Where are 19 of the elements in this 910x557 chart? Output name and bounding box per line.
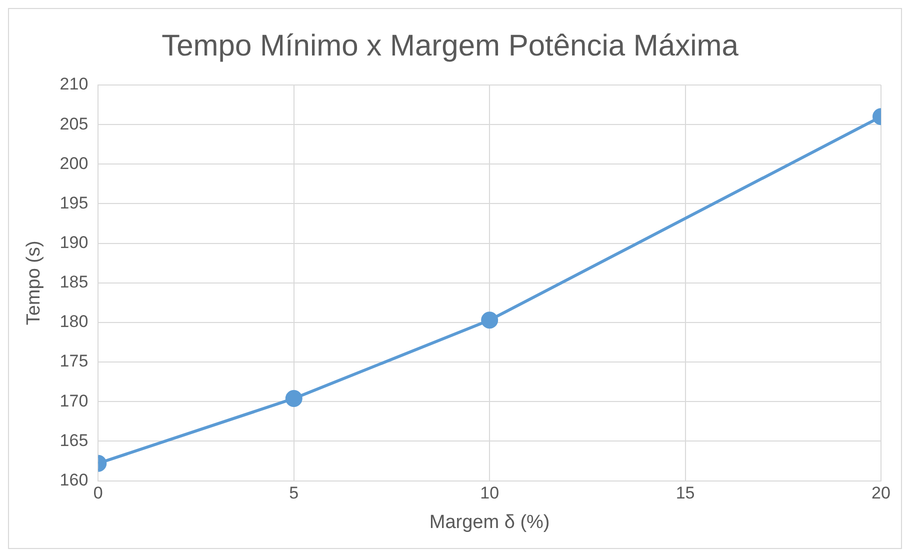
y-tick-label: 200 <box>60 154 88 173</box>
y-tick-label: 160 <box>60 470 88 490</box>
x-tick-label: 15 <box>676 484 695 503</box>
y-tick-label: 170 <box>60 391 88 410</box>
x-tick-label: 5 <box>289 484 299 503</box>
y-tick-label: 195 <box>60 193 88 212</box>
x-tick-label: 0 <box>93 484 103 503</box>
y-tick-label: 185 <box>60 272 88 292</box>
y-axis-title: Tempo (s) <box>24 240 45 326</box>
x-axis-title: Margem δ (%) <box>429 512 550 533</box>
y-tick-label: 180 <box>60 312 88 332</box>
x-tick-label: 20 <box>872 484 890 503</box>
x-tick-label: 10 <box>480 484 500 503</box>
y-tick-label: 165 <box>60 430 88 450</box>
y-tick-label: 205 <box>60 114 88 134</box>
chart-title: Tempo Mínimo x Margem Potência Máxima <box>162 29 739 62</box>
y-tick-label: 210 <box>60 74 88 94</box>
y-tick-label: 190 <box>60 233 88 252</box>
y-tick-label: 175 <box>60 352 88 371</box>
